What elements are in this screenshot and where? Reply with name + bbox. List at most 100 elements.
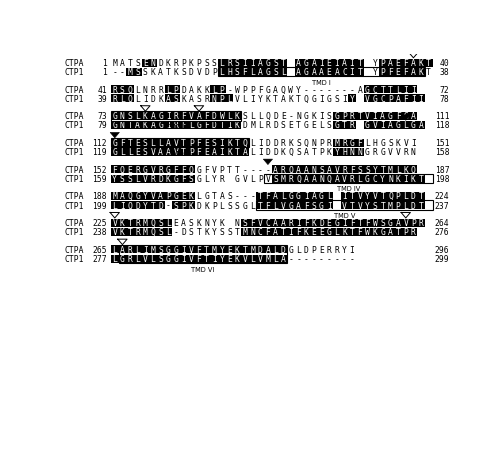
Text: 277: 277 <box>92 254 107 263</box>
Text: S: S <box>174 201 178 210</box>
Bar <box>249 228 256 237</box>
Text: Q: Q <box>288 148 294 157</box>
Bar <box>417 175 425 183</box>
Text: V: V <box>112 228 117 237</box>
Bar <box>256 255 264 263</box>
Bar <box>195 139 203 147</box>
Bar <box>272 60 280 67</box>
Text: I: I <box>350 59 354 68</box>
Text: N: N <box>120 121 125 130</box>
Bar <box>226 113 234 121</box>
Text: T: T <box>358 219 362 228</box>
Text: M: M <box>212 245 217 254</box>
Text: W: W <box>235 86 240 95</box>
Text: I: I <box>227 121 232 130</box>
Text: P: P <box>242 86 248 95</box>
Bar <box>188 139 195 147</box>
Bar <box>226 122 234 130</box>
Bar <box>126 122 134 130</box>
Text: T: T <box>358 68 362 77</box>
Bar <box>348 202 356 210</box>
Bar <box>394 113 402 121</box>
Text: V: V <box>372 192 378 201</box>
Bar <box>410 175 417 183</box>
Bar <box>348 113 356 121</box>
Text: I: I <box>372 112 378 121</box>
Bar <box>241 60 249 67</box>
Text: R: R <box>350 121 354 130</box>
Bar <box>302 60 310 67</box>
Text: G: G <box>326 95 332 104</box>
Text: N: N <box>143 86 148 95</box>
Text: P: P <box>312 245 316 254</box>
Text: L: L <box>358 174 362 183</box>
Bar <box>256 219 264 228</box>
Bar <box>188 175 195 183</box>
Text: L: L <box>212 86 217 95</box>
Text: Y: Y <box>143 201 148 210</box>
Bar <box>111 113 118 121</box>
Text: V: V <box>174 148 178 157</box>
Text: 187: 187 <box>434 165 449 174</box>
Text: 119: 119 <box>92 148 107 157</box>
Text: G: G <box>296 192 301 201</box>
Text: P: P <box>380 68 385 77</box>
Text: P: P <box>220 86 224 95</box>
Text: G: G <box>304 112 308 121</box>
Text: -: - <box>227 86 232 95</box>
Bar <box>356 192 364 201</box>
Bar <box>164 95 172 103</box>
Bar <box>118 175 126 183</box>
Text: R: R <box>266 121 270 130</box>
Text: Q: Q <box>266 112 270 121</box>
Text: G: G <box>196 174 202 183</box>
Text: K: K <box>143 121 148 130</box>
Bar <box>180 175 188 183</box>
Bar <box>410 202 417 210</box>
Bar <box>142 122 149 130</box>
Text: CTPA: CTPA <box>64 59 84 68</box>
Text: A: A <box>388 228 393 237</box>
Text: K: K <box>288 95 294 104</box>
Text: E: E <box>396 59 400 68</box>
Text: A: A <box>411 68 416 77</box>
Bar <box>417 219 425 228</box>
Text: N: N <box>319 174 324 183</box>
Text: T: T <box>380 165 385 174</box>
Bar <box>134 69 141 76</box>
Text: I: I <box>181 254 186 263</box>
Bar <box>210 246 218 254</box>
Text: L: L <box>281 192 285 201</box>
Bar <box>294 175 302 183</box>
Bar <box>142 60 149 67</box>
Bar <box>188 148 195 157</box>
Text: TMD V: TMD V <box>334 212 355 219</box>
Text: I: I <box>411 86 416 95</box>
Text: L: L <box>120 95 125 104</box>
Bar <box>280 228 287 237</box>
Text: L: L <box>250 139 255 148</box>
Text: T: T <box>166 68 171 77</box>
Text: Q: Q <box>189 165 194 174</box>
Text: TMD I: TMD I <box>312 80 331 86</box>
Text: -: - <box>288 254 294 263</box>
Bar <box>272 69 280 76</box>
Text: A: A <box>388 121 393 130</box>
Text: S: S <box>189 219 194 228</box>
Text: F: F <box>120 139 125 148</box>
Text: D: D <box>273 112 278 121</box>
Bar <box>348 175 356 183</box>
Text: S: S <box>273 59 278 68</box>
Text: Y: Y <box>212 219 217 228</box>
Text: Y: Y <box>334 148 340 157</box>
Text: Q: Q <box>242 139 248 148</box>
Text: K: K <box>204 86 209 95</box>
Bar <box>234 69 241 76</box>
Text: L: L <box>365 139 370 148</box>
Bar <box>164 228 172 237</box>
Text: V: V <box>189 254 194 263</box>
Text: V: V <box>235 95 240 104</box>
Text: F: F <box>196 254 202 263</box>
Bar <box>356 228 364 237</box>
Text: G: G <box>365 174 370 183</box>
